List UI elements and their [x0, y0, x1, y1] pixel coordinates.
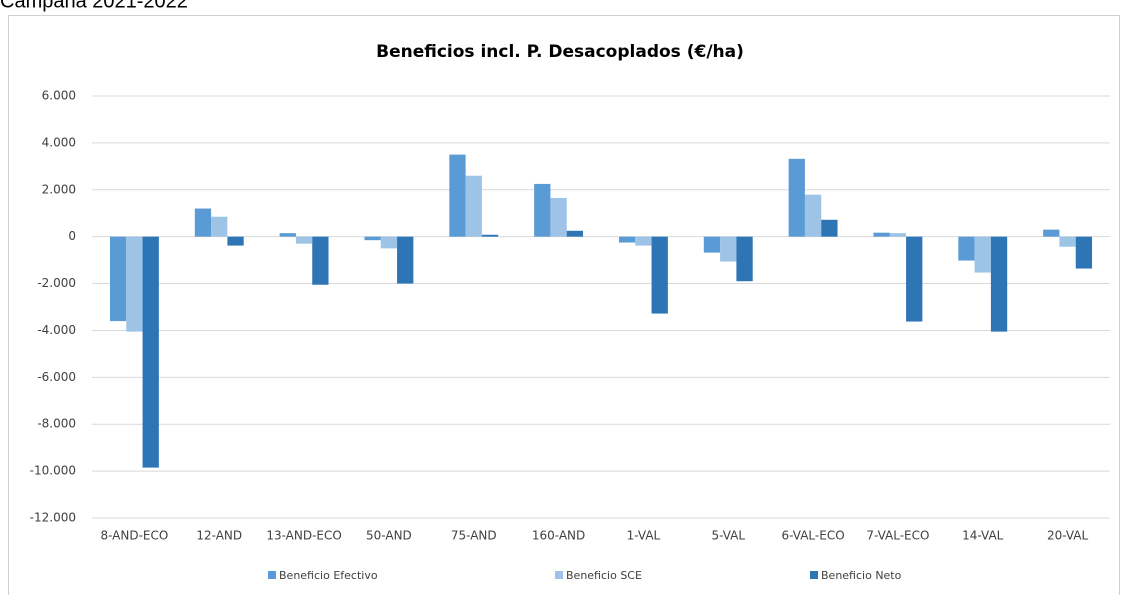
- x-tick-label: 75-AND: [451, 529, 497, 543]
- legend-swatch: [268, 571, 276, 579]
- bar: [1059, 236, 1076, 247]
- y-tick-label: 6.000: [42, 89, 76, 103]
- bar: [126, 236, 143, 332]
- y-tick-label: 2.000: [42, 182, 76, 196]
- bar: [873, 232, 890, 237]
- x-tick-label: 160-AND: [532, 529, 585, 543]
- x-tick-label: 14-VAL: [962, 529, 1004, 543]
- x-tick-label: 7-VAL-ECO: [866, 529, 929, 543]
- bar: [788, 158, 805, 237]
- y-tick-label: -6.000: [37, 370, 76, 384]
- bar: [974, 236, 991, 273]
- bar: [465, 175, 482, 237]
- bar: [566, 230, 584, 237]
- bar: [142, 236, 159, 468]
- y-tick-label: -8.000: [37, 417, 76, 431]
- legend-label: Beneficio Neto: [821, 569, 902, 582]
- bar: [211, 216, 228, 237]
- x-tick-label: 50-AND: [366, 529, 412, 543]
- y-tick-label: 4.000: [42, 135, 76, 149]
- chart-title: Beneficios incl. P. Desacoplados (€/ha): [376, 42, 744, 62]
- bar: [194, 208, 212, 237]
- bar: [481, 234, 499, 237]
- bar: [534, 183, 551, 237]
- bar: [279, 233, 296, 237]
- bar: [380, 236, 398, 249]
- legend-swatch: [555, 571, 563, 579]
- bar: [990, 236, 1008, 332]
- chart-frame: [8, 15, 1120, 595]
- bar: [1075, 236, 1093, 269]
- bar: [364, 236, 381, 241]
- bar: [889, 233, 907, 237]
- x-tick-label: 6-VAL-ECO: [782, 529, 845, 543]
- bar: [736, 236, 753, 282]
- legend-label: Beneficio Efectivo: [279, 569, 378, 582]
- bar: [720, 236, 737, 262]
- bar: [804, 194, 822, 237]
- bar: [703, 236, 721, 253]
- bar: [1043, 229, 1060, 237]
- bar: [906, 236, 923, 322]
- legend-swatch: [810, 571, 818, 579]
- y-tick-label: -10.000: [30, 464, 76, 478]
- bar: [821, 219, 838, 237]
- x-tick-label: 12-AND: [196, 529, 242, 543]
- y-tick-label: 0: [68, 229, 76, 243]
- y-tick-label: -12.000: [30, 511, 76, 525]
- bar: [227, 236, 244, 246]
- legend-label: Beneficio SCE: [566, 569, 642, 582]
- bar: [397, 236, 414, 284]
- bar: [550, 197, 567, 237]
- bar: [618, 236, 636, 243]
- x-tick-label: 8-AND-ECO: [100, 529, 168, 543]
- bar: [958, 236, 975, 261]
- x-tick-label: 5-VAL: [711, 529, 745, 543]
- bar: [312, 236, 329, 285]
- y-tick-label: -4.000: [37, 323, 76, 337]
- bar: [295, 236, 313, 244]
- x-tick-label: 13-AND-ECO: [266, 529, 342, 543]
- bar: [651, 236, 668, 314]
- bar: [109, 236, 127, 322]
- bar: [449, 154, 466, 237]
- y-tick-label: -2.000: [37, 276, 76, 290]
- x-tick-label: 1-VAL: [627, 529, 661, 543]
- caption: Campaña 2021-2022: [0, 0, 188, 12]
- x-tick-label: 20-VAL: [1047, 529, 1089, 543]
- bar: [635, 236, 652, 246]
